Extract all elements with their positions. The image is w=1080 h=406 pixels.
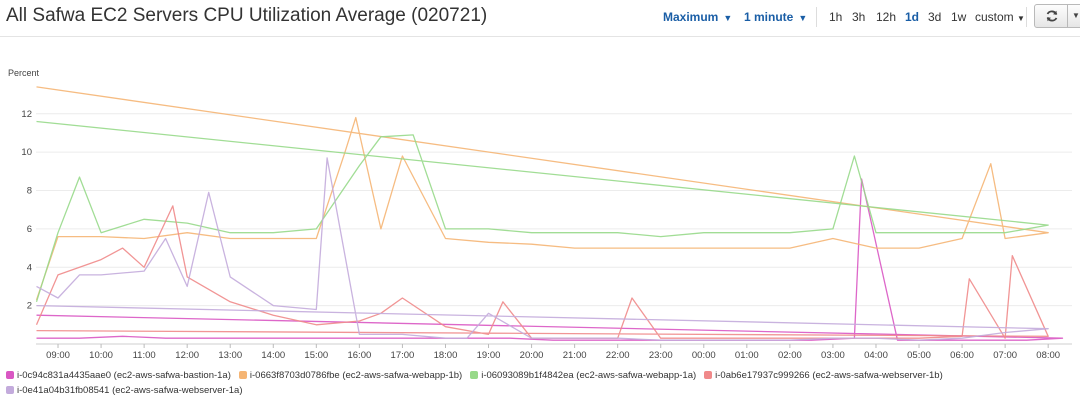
y-tick-label: 2: [27, 301, 32, 312]
y-tick-label: 8: [27, 186, 32, 197]
toolbar-divider: [1026, 7, 1027, 27]
y-axis-label: Percent: [8, 68, 40, 78]
legend-item[interactable]: i-0c94c831a4435aae0 (ec2-aws-safwa-basti…: [6, 368, 231, 383]
legend-swatch: [238, 371, 247, 379]
statistic-label: Maximum: [663, 10, 719, 24]
x-tick-label: 21:00: [563, 350, 587, 361]
y-axis-ticks: 2 4 6 8 10 12: [21, 109, 32, 312]
y-tick-label: 10: [21, 147, 32, 158]
period-label: 1 minute: [744, 10, 794, 24]
legend-swatch: [6, 371, 14, 379]
x-tick-label: 08:00: [1036, 350, 1060, 361]
x-tick-label: 00:00: [692, 350, 716, 361]
period-dropdown[interactable]: 1 minute ▼: [744, 10, 807, 24]
refresh-icon: [1046, 10, 1058, 22]
chevron-down-icon: ▼: [798, 13, 808, 23]
caret-down-icon: ▼: [1017, 14, 1025, 23]
statistic-dropdown[interactable]: Maximum ▼: [663, 10, 732, 24]
legend-item[interactable]: i-06093089b1f4842ea (ec2-aws-safwa-webap…: [470, 368, 696, 383]
range-1h[interactable]: 1h: [829, 10, 843, 24]
range-custom-dropdown[interactable]: custom ▼: [975, 10, 1025, 24]
x-tick-label: 23:00: [649, 350, 673, 361]
x-tick-label: 16:00: [347, 350, 371, 361]
x-tick-label: 09:00: [46, 350, 70, 361]
legend-swatch: [704, 371, 713, 379]
series-lines: [35, 86, 1064, 341]
y-tick-label: 4: [27, 262, 32, 273]
x-tick-label: 03:00: [821, 350, 845, 361]
chart-title: All Safwa EC2 Servers CPU Utilization Av…: [6, 5, 488, 26]
x-tick-label: 13:00: [218, 350, 242, 361]
x-tick-label: 14:00: [261, 350, 285, 361]
caret-down-icon: ▼: [1072, 11, 1080, 20]
range-12h[interactable]: 12h: [876, 10, 897, 24]
chevron-down-icon: ▼: [723, 13, 733, 23]
y-tick-label: 12: [21, 109, 32, 120]
x-tick-label: 20:00: [520, 350, 544, 361]
legend-item[interactable]: i-0663f8703d0786fbe (ec2-aws-safwa-webap…: [238, 368, 463, 383]
custom-label: custom: [975, 10, 1014, 24]
x-tick-label: 18:00: [434, 350, 458, 361]
legend-label: i-06093089b1f4842ea (ec2-aws-safwa-webap…: [481, 370, 697, 381]
x-tick-label: 05:00: [907, 350, 931, 361]
range-3h[interactable]: 3h: [852, 10, 866, 24]
x-tick-label: 02:00: [778, 350, 802, 361]
x-tick-label: 06:00: [950, 350, 974, 361]
x-tick-label: 19:00: [477, 350, 501, 361]
x-tick-label: 07:00: [993, 350, 1017, 361]
legend-swatch: [470, 371, 479, 379]
x-tick-label: 10:00: [89, 350, 113, 361]
chart-legend: i-0c94c831a4435aae0 (ec2-aws-safwa-basti…: [6, 368, 1076, 398]
series-line-0: [36, 178, 1064, 341]
refresh-button[interactable]: [1034, 4, 1068, 28]
x-tick-label: 11:00: [133, 350, 156, 361]
legend-label: i-0663f8703d0786fbe (ec2-aws-safwa-webap…: [249, 370, 463, 381]
series-line-2: [35, 120, 1049, 302]
cpu-utilization-chart: Percent 2 4 6 8 10 12 09:00 10:00 11:00 12:00 13:…: [8, 68, 1072, 361]
range-1d[interactable]: 1d: [905, 10, 920, 24]
x-axis-ticks: 09:00 10:00 11:00 12:00 13:00 14:00 15:00 16:00…: [46, 344, 1060, 361]
gridlines: [36, 113, 1072, 345]
legend-label: i-0c94c831a4435aae0 (ec2-aws-safwa-basti…: [17, 370, 231, 381]
x-tick-label: 22:00: [606, 350, 630, 361]
legend-item[interactable]: i-0e41a04b31fb08541 (ec2-aws-safwa-webse…: [6, 383, 243, 398]
series-line-1: [35, 86, 1049, 301]
range-3d[interactable]: 3d: [928, 10, 942, 24]
range-1w[interactable]: 1w: [951, 10, 967, 24]
x-tick-label: 12:00: [175, 350, 199, 361]
y-tick-label: 6: [27, 224, 32, 235]
x-tick-label: 15:00: [304, 350, 328, 361]
widget-header: All Safwa EC2 Servers CPU Utilization Av…: [0, 0, 1080, 37]
legend-item[interactable]: i-0ab6e17937c999266 (ec2-aws-safwa-webse…: [704, 368, 943, 383]
more-options-button[interactable]: ▼: [1067, 4, 1080, 28]
x-tick-label: 04:00: [864, 350, 888, 361]
series-line-4: [36, 157, 1049, 341]
legend-label: i-0ab6e17937c999266 (ec2-aws-safwa-webse…: [715, 370, 943, 381]
legend-label: i-0e41a04b31fb08541 (ec2-aws-safwa-webse…: [17, 385, 243, 396]
x-tick-label: 01:00: [735, 350, 759, 361]
toolbar-divider: [816, 7, 817, 27]
legend-swatch: [6, 386, 14, 394]
x-tick-label: 17:00: [391, 350, 415, 361]
